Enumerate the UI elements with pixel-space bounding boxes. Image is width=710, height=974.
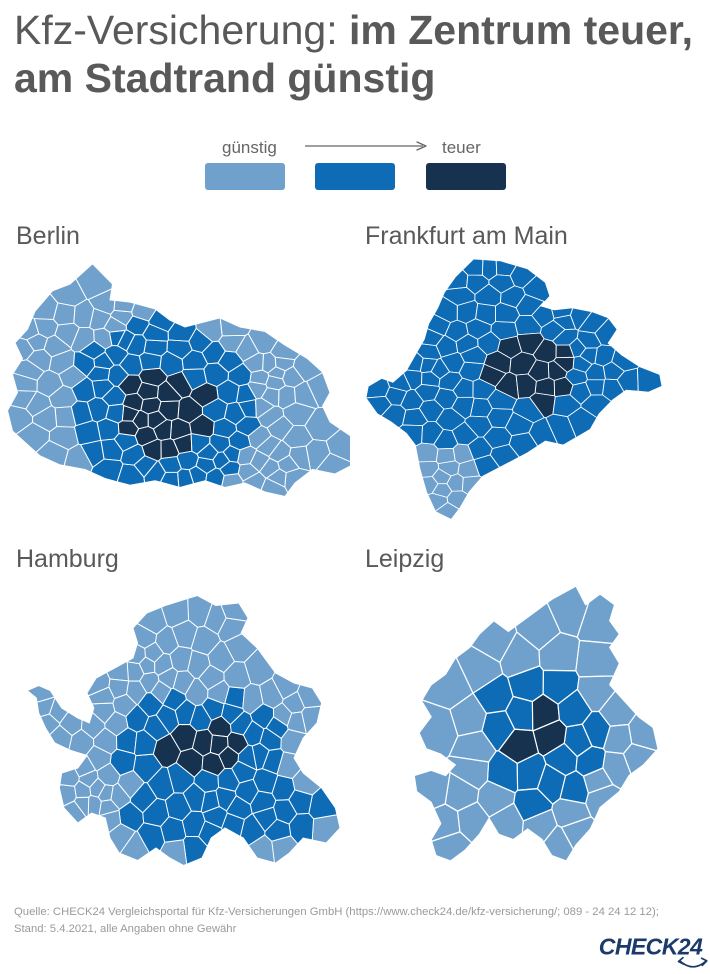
svg-text:CHECK24: CHECK24 <box>599 933 703 959</box>
